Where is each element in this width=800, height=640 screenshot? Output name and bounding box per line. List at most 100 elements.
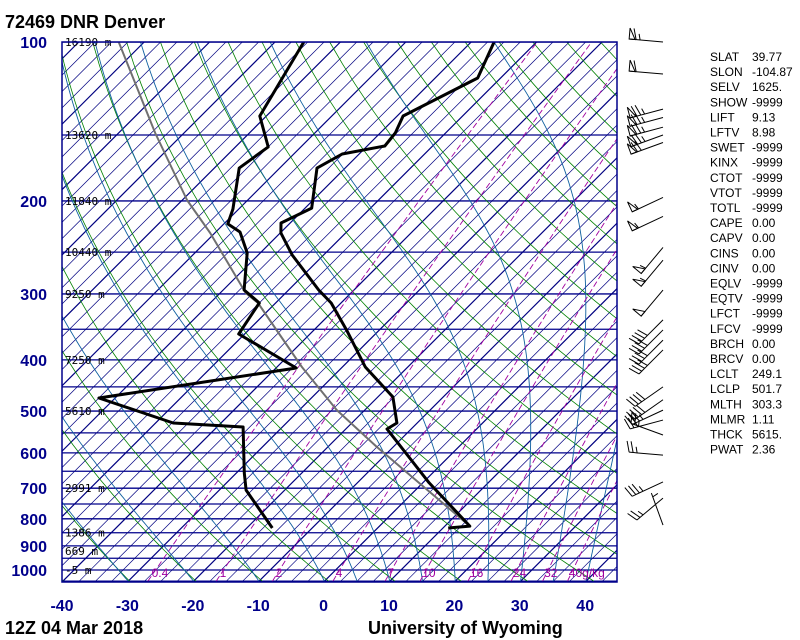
index-value: -9999 <box>752 201 783 215</box>
index-key: SHOW <box>710 95 748 109</box>
index-row: VTOT -9999 <box>710 186 783 200</box>
height-label: 7250 m <box>65 354 105 367</box>
index-key: CINS <box>710 246 739 260</box>
index-row: LFTV 8.98 <box>710 126 776 140</box>
temperature-tick-label: 20 <box>446 598 464 615</box>
mixing-ratio-label: 0.4 <box>152 566 169 580</box>
isotherm-line <box>62 42 456 436</box>
index-key: LFCV <box>710 322 741 336</box>
height-label: 669 m <box>65 545 98 558</box>
index-value: 8.98 <box>752 126 776 140</box>
index-row: LFCT -9999 <box>710 307 783 321</box>
mixing-ratio-label: 40g/kg <box>569 566 605 580</box>
moist-adiabat-line <box>140 42 423 582</box>
isotherm-line <box>0 42 30 581</box>
index-row: CINS 0.00 <box>710 246 776 260</box>
wind-barb <box>627 497 664 521</box>
moist-adiabat-line <box>62 60 358 582</box>
isotherm-line <box>373 337 617 582</box>
isotherm-line <box>62 42 554 534</box>
dry-adiabat-line <box>193 42 617 514</box>
temperature-tick-label: -30 <box>116 598 139 615</box>
isotherm-line <box>62 42 308 289</box>
isotherm-line <box>62 42 178 158</box>
moist-adiabat-line <box>493 42 587 582</box>
index-value: 501.7 <box>752 382 782 396</box>
pressure-tick-label: 800 <box>20 512 47 529</box>
wind-barb <box>628 27 664 43</box>
temperature-tick-label: 40 <box>576 598 594 615</box>
index-value: 303.3 <box>752 397 782 411</box>
isotherm-line <box>487 451 617 582</box>
temperature-tick-label: 30 <box>511 598 529 615</box>
wind-barb <box>627 197 664 213</box>
dry-adiabat-line <box>62 349 263 582</box>
isotherm-line <box>62 42 194 174</box>
mixing-ratio-label: 16 <box>470 566 484 580</box>
index-value: -9999 <box>752 277 783 291</box>
isotherm-line <box>62 42 276 256</box>
isotherm-line <box>193 156 617 582</box>
pressure-tick-label: 300 <box>20 287 47 304</box>
index-row: EQLV -9999 <box>710 277 783 291</box>
index-key: BRCV <box>710 352 743 366</box>
index-key: VTOT <box>710 186 742 200</box>
wind-barb <box>628 329 664 355</box>
mixing-ratio-label: 10 <box>422 566 436 580</box>
mixing-ratio-line <box>215 42 592 582</box>
isotherm-line <box>144 108 617 582</box>
pressure-tick-label: 500 <box>20 404 47 421</box>
isotherm-line <box>323 287 617 582</box>
isotherm-line <box>504 467 617 582</box>
wind-barb <box>628 339 664 365</box>
isotherm-line <box>471 435 617 582</box>
temperature-tick-label: 10 <box>380 598 398 615</box>
isotherm-line <box>62 42 161 142</box>
index-key: EQTV <box>710 292 743 306</box>
index-value: 0.00 <box>752 246 776 260</box>
isotherm-line <box>62 42 80 60</box>
mixing-ratio-label: 4 <box>336 566 343 580</box>
index-key: MLMR <box>710 412 746 426</box>
index-key: LFCT <box>710 307 741 321</box>
isotherm-line <box>340 304 617 582</box>
index-key: SLON <box>710 65 743 79</box>
index-row: BRCV 0.00 <box>710 352 776 366</box>
dry-adiabat-line <box>62 504 130 582</box>
dry-adiabat-line <box>464 42 617 208</box>
index-row: CAPV 0.00 <box>710 231 776 245</box>
isotherm-line <box>275 239 617 582</box>
wind-barb <box>630 411 664 436</box>
wind-barb <box>632 247 664 275</box>
isotherm-line <box>62 42 439 419</box>
isotherm-line <box>62 42 505 485</box>
background-grid <box>0 42 617 582</box>
isotherm-line <box>62 42 96 76</box>
moist-adiabat-line <box>62 315 260 582</box>
index-value: 1.11 <box>752 412 775 426</box>
isotherm-line <box>258 222 617 582</box>
index-row: KINX -9999 <box>710 156 783 170</box>
wind-barb <box>632 259 664 287</box>
isotherm-line <box>226 190 617 582</box>
dry-adiabat-line <box>329 42 617 358</box>
index-value: 2.36 <box>752 443 776 457</box>
moist-adiabat-line <box>62 416 194 582</box>
index-row: SELV 1625. <box>710 80 782 94</box>
pressure-tick-label: 200 <box>20 194 47 211</box>
isotherm-line <box>62 42 603 582</box>
index-row: BRCH 0.00 <box>710 337 776 351</box>
index-value: 0.00 <box>752 231 776 245</box>
pressure-tick-label: 600 <box>20 446 47 463</box>
index-row: SHOW -9999 <box>710 95 783 109</box>
isotherm-line <box>62 42 423 403</box>
index-value: 0.00 <box>752 261 776 275</box>
footer-date: 12Z 04 Mar 2018 <box>5 618 143 638</box>
wind-barb <box>627 216 664 232</box>
dry-adiabat-line <box>397 42 617 282</box>
height-label: 1386 m <box>65 527 105 540</box>
index-row: PWAT 2.36 <box>710 443 776 457</box>
wind-barb <box>628 349 664 375</box>
isotherm-line <box>62 42 521 501</box>
